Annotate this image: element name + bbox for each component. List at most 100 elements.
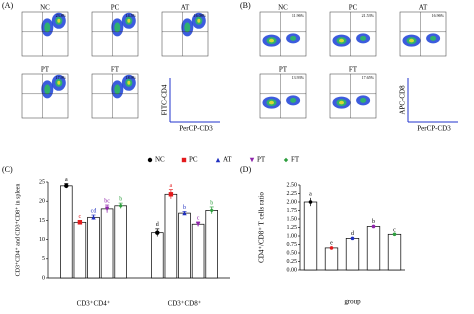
marker <box>118 203 123 209</box>
y-tick-label: 20 <box>39 199 45 205</box>
plot-title: AT <box>419 4 428 12</box>
marker <box>350 236 355 241</box>
plot-frame <box>259 11 307 57</box>
marker <box>308 200 313 204</box>
bar <box>178 212 191 279</box>
marker <box>147 157 153 163</box>
significance-letter: c <box>197 215 200 221</box>
plot-frame <box>399 11 447 57</box>
significance-letter: b <box>119 196 122 202</box>
gate-percent: 13.93% <box>292 75 305 80</box>
marker <box>64 183 69 189</box>
plot-title: AT <box>181 4 190 12</box>
y-tick-label: 1.50 <box>287 216 298 222</box>
significance-letter: b <box>183 205 186 211</box>
y-tick-label: 2.50 <box>287 182 298 188</box>
significance-letter: a <box>309 191 312 197</box>
y-axis-title: CD4⁺/CD8⁺ T cells ratio <box>258 192 266 263</box>
marker <box>155 230 160 235</box>
x-tick-label: CD3⁺CD4⁺ <box>77 300 111 308</box>
axis-label: PerCP-CD3 <box>179 125 213 133</box>
cell-cluster <box>360 97 367 103</box>
gate-percent: 17.65% <box>362 75 375 80</box>
marker <box>91 215 96 220</box>
y-tick-label: 15 <box>39 218 45 224</box>
cell-cluster <box>57 80 61 85</box>
y-tick-label: 1.25 <box>287 225 298 231</box>
y-tick-label: 0.50 <box>287 250 298 256</box>
bar <box>114 205 127 279</box>
x-tick-label: CD3⁺CD8⁺ <box>168 300 202 308</box>
significance-letter: a <box>170 183 173 189</box>
cell-cluster <box>57 18 61 23</box>
gate-percent: 21.53% <box>362 13 375 18</box>
bar <box>60 185 73 279</box>
y-tick-label: 1.00 <box>287 233 298 239</box>
marker <box>249 157 255 163</box>
marker <box>283 157 289 163</box>
significance-letter: d <box>156 222 159 228</box>
panel-label: (C) <box>2 165 13 174</box>
legend-label: PT <box>257 156 266 164</box>
significance-letter: b <box>372 219 375 225</box>
plot-frame <box>329 73 377 119</box>
cell-cluster <box>409 38 414 43</box>
bar <box>87 216 100 279</box>
plot-title: PT <box>41 66 50 74</box>
bar <box>345 238 360 271</box>
plot-title: NC <box>278 4 288 12</box>
plot-frame <box>259 73 307 119</box>
panel-label: (B) <box>240 1 251 10</box>
axis-label: PerCP-CD3 <box>417 125 451 133</box>
axis-label: APC-CD8 <box>399 85 407 115</box>
y-tick-label: 5 <box>42 256 45 262</box>
cell-cluster <box>430 35 437 41</box>
plot-title: FT <box>111 66 120 74</box>
plot-frame <box>329 11 377 57</box>
bar <box>366 226 381 271</box>
bar <box>205 210 218 279</box>
y-axis-title: CD3⁺CD4⁺ and CD3⁺CD8⁺ in spleen <box>14 184 21 277</box>
cell-cluster <box>127 18 131 23</box>
panel-label: (D) <box>240 165 251 174</box>
cell-cluster <box>290 97 297 103</box>
cell-cluster <box>269 100 274 105</box>
gate-percent: 16.08% <box>194 13 207 18</box>
plot-title: PC <box>111 4 120 12</box>
bar <box>303 201 318 271</box>
cell-cluster <box>339 38 344 43</box>
legend-label: AT <box>223 156 232 164</box>
gate-percent: 11.96% <box>292 13 305 18</box>
cell-cluster <box>44 84 51 95</box>
cell-cluster <box>44 22 51 33</box>
marker <box>209 208 214 213</box>
plot-title: FT <box>349 66 358 74</box>
x-axis-title: group <box>344 298 361 306</box>
significance-letter: bc <box>104 198 110 204</box>
significance-letter: a <box>65 177 68 183</box>
panel-label: (A) <box>2 1 13 10</box>
y-tick-label: 0.75 <box>287 242 298 248</box>
significance-letter: e <box>330 241 333 247</box>
marker <box>392 232 397 237</box>
y-tick-label: 25 <box>39 179 45 185</box>
significance-letter: c <box>79 214 82 220</box>
marker <box>181 157 187 163</box>
cell-cluster <box>339 100 344 105</box>
plot-title: PC <box>349 4 358 12</box>
bar <box>191 223 205 279</box>
bar <box>100 208 114 279</box>
y-tick-label: 0 <box>42 275 45 281</box>
marker <box>215 157 221 163</box>
cell-cluster <box>290 35 297 41</box>
significance-letter: c <box>393 227 396 233</box>
marker <box>182 210 187 216</box>
cell-cluster <box>127 80 131 85</box>
plot-title: PT <box>279 66 288 74</box>
gate-percent: 23.8% <box>56 13 67 18</box>
cell-cluster <box>114 22 121 33</box>
marker <box>77 220 83 225</box>
gate-percent: 17.9% <box>56 75 67 80</box>
bar <box>151 232 164 279</box>
